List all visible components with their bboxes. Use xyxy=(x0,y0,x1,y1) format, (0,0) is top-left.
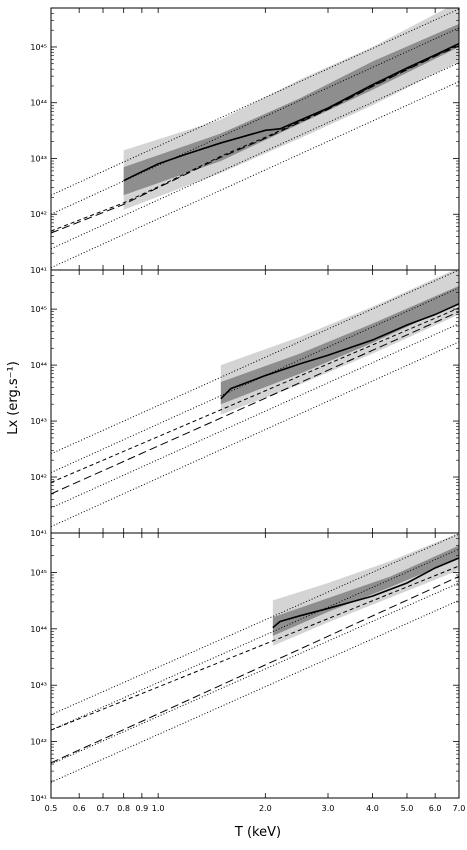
x-tick-label: 0.6 xyxy=(73,804,86,813)
x-tick-label: 3.0 xyxy=(322,804,335,813)
x-tick-label: 4.0 xyxy=(366,804,379,813)
y-tick-label: 10⁴² xyxy=(30,473,47,482)
plot-area xyxy=(51,270,459,528)
chart-panel-bottom: 10⁴¹ 10⁴² 10⁴³ 10⁴⁴ 10⁴⁵ 0.5 0.6 0.7 0.8 0.9 1.0 2.… xyxy=(30,532,466,813)
x-tick-label: 1.0 xyxy=(152,804,165,813)
x-tick-label: 6.0 xyxy=(429,804,442,813)
series-solid-line xyxy=(123,42,459,182)
y-tick-label: 10⁴¹ xyxy=(30,794,47,803)
y-tick-label: 10⁴⁵ xyxy=(30,305,47,314)
panels: 10⁴¹ 10⁴² 10⁴³ 10⁴⁴ 10⁴⁵ 10⁴¹ 10⁴² 10⁴³ 10⁴⁴ 10⁴⁵… xyxy=(30,7,466,813)
x-axis-label: T (keV) xyxy=(234,825,281,840)
y-tick-label: 10⁴⁵ xyxy=(30,43,47,52)
series-dashed-line xyxy=(51,565,459,731)
series-long-dashed-line xyxy=(51,575,459,764)
series-solid-line xyxy=(272,557,459,629)
series-dotted-line xyxy=(51,270,459,455)
series-dashed-line xyxy=(51,44,459,232)
x-tick-label: 0.5 xyxy=(45,804,58,813)
series-solid-line xyxy=(220,302,459,400)
x-tick-label: 7.0 xyxy=(453,804,466,813)
x-tick-label: 5.0 xyxy=(401,804,414,813)
confidence-band-inner xyxy=(220,285,459,405)
series-dotted-line xyxy=(51,599,459,783)
x-tick-label: 2.0 xyxy=(259,804,272,813)
series-dotted-line xyxy=(51,582,459,765)
plot-area xyxy=(51,533,459,783)
series-dashed-line xyxy=(51,307,459,483)
x-tick-label: 0.9 xyxy=(136,804,149,813)
y-axis-label: Lx (erg.s⁻¹) xyxy=(6,361,21,435)
y-tick-label: 10⁴⁴ xyxy=(30,99,47,108)
y-tick-label: 10⁴⁴ xyxy=(30,625,47,634)
y-tick-label: 10⁴³ xyxy=(30,681,47,690)
x-tick-label: 0.8 xyxy=(117,804,130,813)
y-tick-label: 10⁴¹ xyxy=(30,529,47,538)
series-long-dashed-line xyxy=(51,311,459,495)
y-tick-label: 10⁴¹ xyxy=(30,266,47,275)
series-dotted-line xyxy=(51,323,459,509)
y-tick-label: 10⁴³ xyxy=(30,417,47,426)
chart-panel-top: 10⁴¹ 10⁴² 10⁴³ 10⁴⁴ 10⁴⁵ xyxy=(30,7,460,275)
series-dotted-line xyxy=(51,8,459,196)
series-long-dashed-line xyxy=(51,45,459,234)
confidence-band-inner xyxy=(123,23,459,196)
chart-panel-middle: 10⁴¹ 10⁴² 10⁴³ 10⁴⁴ 10⁴⁵ xyxy=(30,269,460,538)
y-tick-label: 10⁴² xyxy=(30,210,47,219)
panel-frame xyxy=(50,532,460,799)
y-tick-label: 10⁴⁵ xyxy=(30,568,47,577)
confidence-band-inner xyxy=(272,545,459,636)
plot-area xyxy=(51,8,459,269)
y-tick-label: 10⁴⁴ xyxy=(30,361,47,370)
y-tick-label: 10⁴² xyxy=(30,738,47,747)
x-tick-label: 0.7 xyxy=(97,804,110,813)
y-tick-label: 10⁴³ xyxy=(30,154,47,163)
